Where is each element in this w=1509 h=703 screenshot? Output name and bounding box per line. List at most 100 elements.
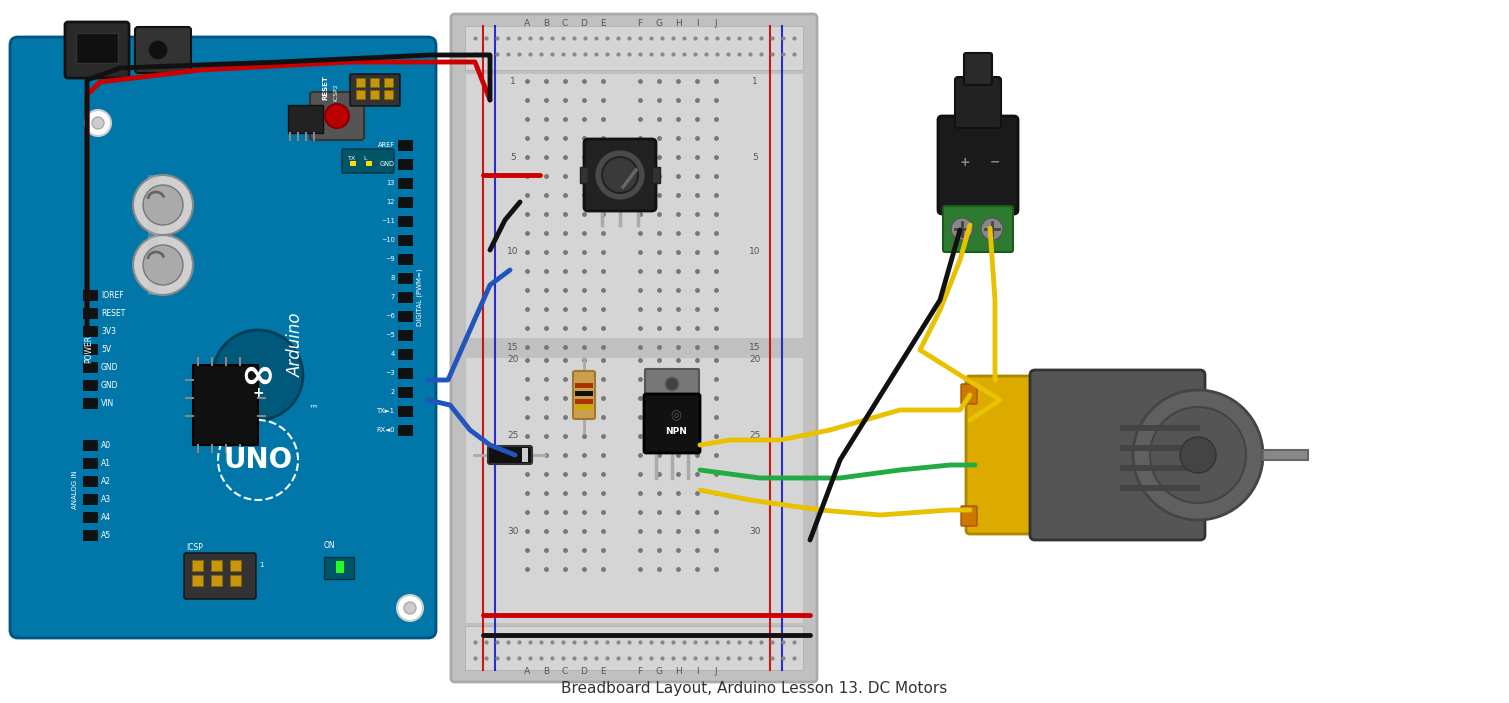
Bar (1263, 450, 1308, 460)
Bar (211, 575, 222, 586)
Text: Arduino: Arduino (287, 313, 305, 378)
FancyBboxPatch shape (451, 14, 816, 682)
Text: 13: 13 (386, 180, 395, 186)
Bar (398, 140, 412, 150)
Text: D: D (581, 20, 587, 29)
Text: VIN: VIN (101, 399, 115, 408)
Text: RX◄0: RX◄0 (377, 427, 395, 433)
Text: ~11: ~11 (382, 218, 395, 224)
Bar (465, 26, 803, 70)
FancyBboxPatch shape (943, 206, 1013, 252)
Bar (83, 476, 97, 486)
Text: A0: A0 (101, 441, 112, 449)
Bar (356, 90, 365, 99)
Text: ~3: ~3 (385, 370, 395, 376)
Bar (575, 383, 593, 388)
Text: −: − (990, 155, 1000, 169)
Bar (83, 458, 97, 468)
Text: E: E (601, 668, 605, 676)
Circle shape (595, 149, 646, 201)
Bar (356, 78, 365, 87)
Text: 5: 5 (751, 153, 758, 162)
Text: B: B (543, 668, 549, 676)
Text: E: E (601, 20, 605, 29)
Text: 20: 20 (507, 356, 519, 364)
Text: RESET: RESET (101, 309, 125, 318)
Bar (383, 78, 392, 87)
Text: GND: GND (380, 161, 395, 167)
Text: A: A (524, 668, 530, 676)
Bar (148, 175, 158, 235)
FancyBboxPatch shape (11, 37, 436, 638)
Bar (83, 308, 97, 318)
Text: F: F (637, 20, 643, 29)
Circle shape (92, 117, 104, 129)
Text: 2: 2 (391, 389, 395, 395)
Text: I: I (696, 668, 699, 676)
Text: A5: A5 (101, 531, 112, 539)
Circle shape (602, 157, 638, 193)
Text: A: A (524, 20, 530, 29)
Text: J: J (715, 20, 717, 29)
Bar (398, 235, 412, 245)
FancyBboxPatch shape (644, 394, 700, 453)
Circle shape (85, 110, 112, 136)
Text: 5V: 5V (101, 344, 112, 354)
Text: A3: A3 (101, 494, 112, 503)
Text: H: H (675, 20, 682, 29)
Text: 8: 8 (391, 275, 395, 281)
Text: J: J (715, 668, 717, 676)
Bar (398, 406, 412, 416)
Text: ™: ™ (308, 403, 318, 413)
Text: 5: 5 (510, 153, 516, 162)
FancyBboxPatch shape (939, 116, 1019, 214)
Text: 25: 25 (507, 432, 519, 441)
Text: IOREF: IOREF (101, 290, 124, 299)
Bar (192, 575, 204, 586)
FancyBboxPatch shape (343, 149, 394, 173)
Bar (83, 440, 97, 450)
FancyBboxPatch shape (134, 27, 192, 73)
Bar (398, 387, 412, 397)
FancyBboxPatch shape (487, 446, 533, 464)
Text: ◎: ◎ (670, 410, 682, 423)
FancyBboxPatch shape (966, 376, 1044, 534)
FancyBboxPatch shape (1031, 370, 1206, 540)
Bar (383, 90, 392, 99)
Bar (575, 405, 593, 410)
Bar (83, 494, 97, 504)
Bar (229, 560, 241, 571)
Text: ~6: ~6 (385, 313, 395, 319)
Text: 4: 4 (391, 351, 395, 357)
Circle shape (133, 175, 193, 235)
Circle shape (404, 602, 416, 614)
Bar (398, 254, 412, 264)
Text: ~9: ~9 (385, 256, 395, 262)
Bar (398, 178, 412, 188)
Text: 15: 15 (750, 342, 761, 352)
Bar (465, 338, 803, 358)
Text: ~5: ~5 (385, 332, 395, 338)
FancyBboxPatch shape (584, 139, 656, 211)
Bar (398, 292, 412, 302)
Circle shape (143, 185, 183, 225)
Text: GND: GND (101, 363, 119, 371)
Bar (465, 73, 803, 623)
Text: GND: GND (101, 380, 119, 389)
Text: AREF: AREF (377, 142, 395, 148)
Circle shape (1150, 407, 1246, 503)
Text: F: F (637, 668, 643, 676)
Text: ON: ON (324, 541, 335, 550)
Text: A4: A4 (101, 512, 112, 522)
Bar (193, 365, 258, 445)
Text: 1: 1 (510, 77, 516, 86)
Bar (465, 626, 803, 670)
Text: 10: 10 (507, 247, 519, 257)
Bar (83, 530, 97, 540)
Text: ICSP: ICSP (186, 543, 202, 553)
Bar (522, 448, 528, 462)
Bar (575, 399, 593, 404)
FancyBboxPatch shape (964, 53, 991, 85)
Bar (1120, 425, 1200, 431)
FancyBboxPatch shape (573, 371, 595, 419)
